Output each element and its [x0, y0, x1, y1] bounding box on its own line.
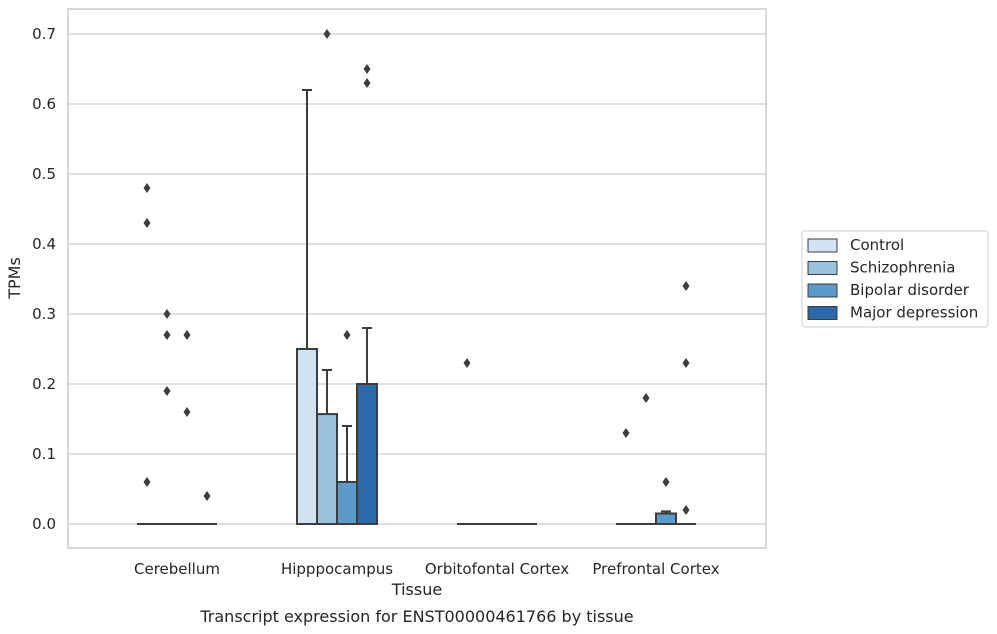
- y-tick-label: 0.6: [32, 95, 56, 113]
- y-gridlines: [68, 33, 766, 525]
- chart-caption: Transcript expression for ENST0000046176…: [199, 607, 633, 626]
- outlier-point: [163, 386, 171, 396]
- box-rect: [356, 383, 378, 525]
- box-rect: [336, 481, 358, 525]
- y-tick-label: 0.2: [32, 375, 56, 393]
- x-tick-labels: Cerebellum Hipppocampus Orbitofontal Corte…: [134, 560, 720, 578]
- outlier-point: [662, 477, 670, 487]
- outlier-point: [163, 330, 171, 340]
- outlier-point: [682, 281, 690, 291]
- outlier-point: [183, 407, 191, 417]
- y-tick-label: 0.4: [32, 235, 56, 253]
- outlier-point: [622, 428, 630, 438]
- x-tick-label: Prefrontal Cortex: [592, 560, 719, 578]
- legend-swatch: [807, 306, 838, 320]
- plot-frame: [67, 8, 767, 549]
- box-bipolar-disorder: [336, 330, 358, 525]
- box-schizophrenia: [157, 309, 177, 525]
- x-tick-label: Hipppocampus: [281, 560, 393, 578]
- y-tick-label: 0.3: [32, 305, 56, 323]
- legend-swatch: [807, 283, 838, 298]
- outlier-point: [143, 218, 151, 228]
- box-major-depression: [197, 491, 217, 525]
- x-tick-label: Cerebellum: [134, 560, 220, 578]
- outlier-point: [642, 393, 650, 403]
- y-axis-label: TPMs: [5, 257, 24, 300]
- outlier-point: [463, 358, 471, 368]
- outlier-point: [203, 491, 211, 501]
- box-bipolar-disorder: [177, 330, 197, 525]
- outlier-point: [143, 183, 151, 193]
- box-bipolar-disorder: [655, 477, 677, 525]
- outlier-point: [163, 309, 171, 319]
- box-major-depression: [356, 64, 378, 525]
- y-tick-label: 0.0: [32, 515, 56, 533]
- legend-label: Major depression: [850, 304, 978, 322]
- box-rect: [655, 512, 677, 525]
- box-schizophrenia: [316, 29, 338, 526]
- legend-swatch: [807, 238, 838, 253]
- y-tick-label: 0.5: [32, 165, 56, 183]
- y-tick-label: 0.7: [32, 25, 56, 43]
- outlier-point: [682, 505, 690, 515]
- x-tick-label: Orbitofontal Cortex: [425, 560, 569, 578]
- legend-label: Control: [850, 236, 904, 254]
- outlier-point: [143, 477, 151, 487]
- box-rect: [316, 413, 338, 526]
- box-control: [616, 428, 636, 525]
- box-control: [137, 183, 157, 525]
- y-tick-labels: 0.0 0.1 0.2 0.3 0.4 0.5 0.6 0.7: [32, 25, 56, 533]
- outlier-point: [682, 358, 690, 368]
- legend: Control Schizophrenia Bipolar disorder Majo…: [801, 230, 989, 328]
- outlier-point: [363, 78, 371, 88]
- legend-label: Bipolar disorder: [850, 281, 970, 299]
- legend-swatch: [807, 261, 838, 275]
- outlier-point: [343, 330, 351, 340]
- box-schizophrenia: [636, 393, 656, 525]
- box-series: [137, 29, 696, 526]
- plot-area: [68, 9, 766, 548]
- x-axis-label: Tissue: [391, 580, 442, 599]
- legend-frame: [801, 230, 989, 328]
- outlier-point: [363, 64, 371, 74]
- box-major-depression: [676, 281, 696, 525]
- outlier-point: [323, 29, 331, 39]
- box-rect: [296, 348, 318, 525]
- y-tick-label: 0.1: [32, 445, 56, 463]
- outlier-point: [183, 330, 191, 340]
- box-control: [457, 358, 477, 525]
- legend-label: Schizophrenia: [850, 259, 955, 277]
